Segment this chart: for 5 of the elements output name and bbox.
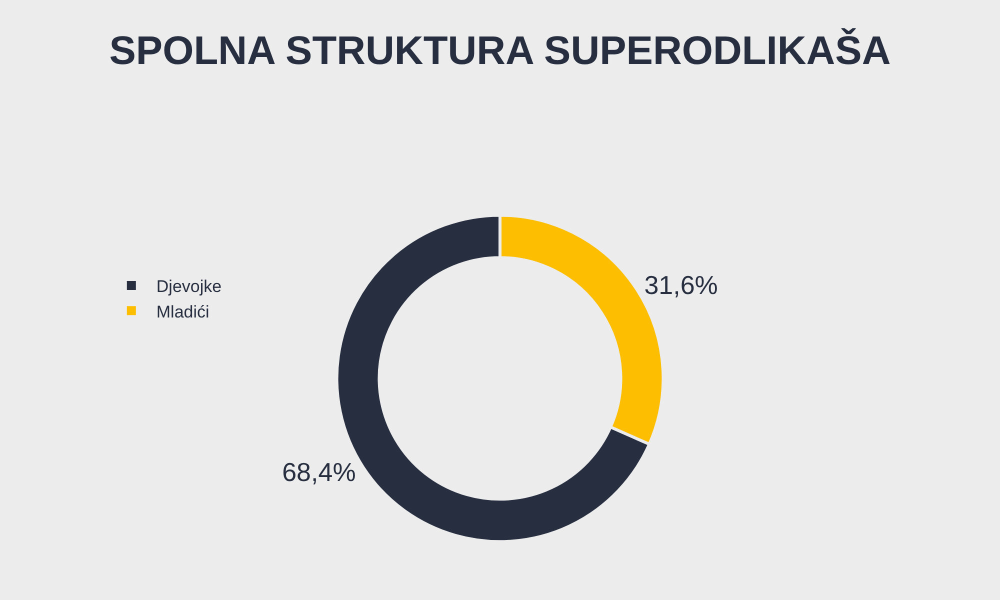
data-label: 68,4% (282, 457, 356, 488)
chart-title: SPOLNA STRUKTURA SUPERODLIKAŠA (109, 28, 891, 73)
legend-label: Mladići (156, 302, 210, 322)
data-label: 31,6% (644, 270, 718, 300)
legend-label: Djevojke (156, 277, 222, 296)
